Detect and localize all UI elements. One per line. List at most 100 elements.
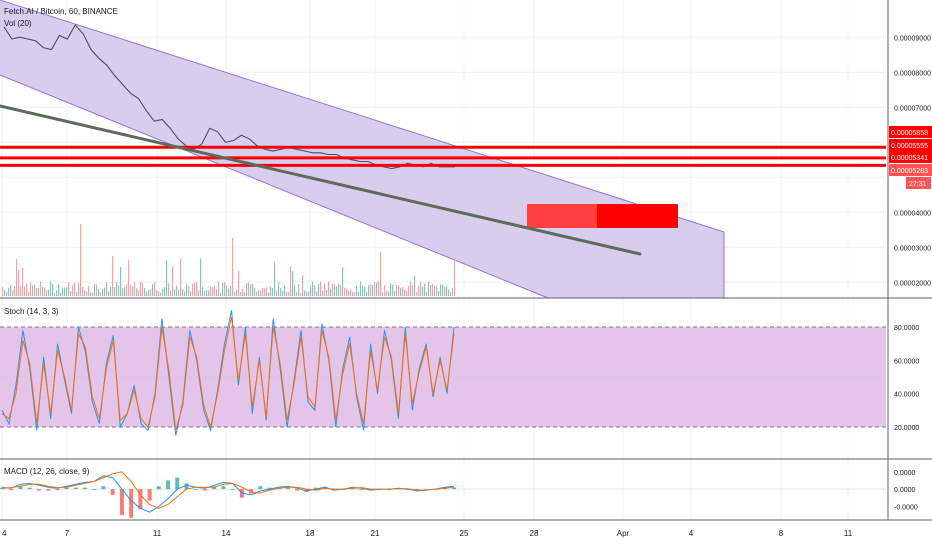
volume-bar bbox=[76, 292, 78, 296]
volume-bar bbox=[214, 285, 216, 296]
volume-bar bbox=[262, 287, 264, 296]
macd-histogram-bar bbox=[27, 487, 32, 490]
macd-histogram-bar bbox=[387, 489, 392, 491]
volume-bar bbox=[16, 259, 18, 296]
volume-bar bbox=[108, 291, 110, 296]
macd-histogram-bar bbox=[249, 489, 254, 494]
volume-bar bbox=[114, 287, 116, 296]
price-tick-label: 0.00004000 bbox=[894, 210, 931, 217]
target-zone[interactable] bbox=[527, 204, 678, 228]
volume-bar bbox=[344, 287, 346, 296]
volume-bar bbox=[158, 291, 160, 296]
volume-bar bbox=[172, 266, 174, 296]
volume-bar bbox=[264, 288, 266, 296]
volume-bar bbox=[106, 282, 108, 296]
macd-histogram-bar bbox=[36, 489, 41, 491]
macd-histogram-bar bbox=[230, 489, 235, 491]
volume-bar bbox=[2, 287, 4, 296]
macd-histogram-bar bbox=[147, 489, 152, 501]
volume-bar bbox=[4, 290, 6, 296]
time-tick-label: 21 bbox=[371, 529, 380, 538]
volume-bar bbox=[338, 283, 340, 296]
volume-bar bbox=[408, 285, 410, 296]
volume-bar bbox=[88, 285, 90, 296]
macd-histogram-bar bbox=[202, 489, 207, 491]
countdown-label: 27:31 bbox=[909, 181, 927, 188]
volume-bar bbox=[380, 251, 382, 296]
volume-bar bbox=[370, 284, 372, 296]
volume-bar bbox=[376, 282, 378, 296]
volume-bar bbox=[426, 291, 428, 296]
volume-bar bbox=[86, 291, 88, 296]
volume-bar bbox=[304, 290, 306, 296]
volume-bar bbox=[368, 285, 370, 296]
stoch-pane bbox=[0, 310, 886, 436]
volume-bar bbox=[12, 290, 14, 296]
time-axis[interactable]: 4 7 11 14 18 21 25 28 Apr 4 8 11 bbox=[2, 529, 853, 538]
zone-rect bbox=[527, 204, 678, 228]
macd-histogram-bar bbox=[184, 483, 189, 490]
volume-bar bbox=[146, 291, 148, 296]
volume-bar bbox=[216, 289, 218, 296]
horizontal-lines[interactable] bbox=[0, 145, 886, 167]
volume-bar bbox=[404, 289, 406, 296]
volume-bar bbox=[224, 282, 226, 296]
macd-histogram-bar bbox=[267, 487, 272, 490]
price-tag bbox=[889, 139, 932, 151]
price-tick-label: 0.00009000 bbox=[894, 35, 931, 42]
volume-bar bbox=[112, 255, 114, 296]
macd-histogram-bar bbox=[9, 489, 14, 491]
volume-bar bbox=[150, 289, 152, 296]
volume-bar bbox=[386, 290, 388, 296]
volume-bar bbox=[70, 291, 72, 296]
volume-bar bbox=[194, 282, 196, 296]
time-tick-label: 18 bbox=[306, 529, 315, 538]
volume-bar bbox=[68, 282, 70, 296]
volume-bar bbox=[284, 285, 286, 296]
volume-bar bbox=[442, 284, 444, 296]
volume-bar bbox=[324, 283, 326, 296]
volume-bar bbox=[190, 291, 192, 296]
volume-bar bbox=[348, 291, 350, 296]
macd-histogram-bar bbox=[175, 477, 180, 490]
volume-bar bbox=[422, 286, 424, 296]
trend-line[interactable] bbox=[0, 104, 642, 256]
volume-bar bbox=[452, 288, 454, 296]
price-axis[interactable]: 0.00009000 0.00008000 0.00007000 0.00004000… bbox=[889, 35, 932, 511]
volume-bar bbox=[342, 267, 344, 296]
volume-bar bbox=[80, 224, 82, 296]
volume-bar bbox=[100, 292, 102, 296]
volume-bar bbox=[280, 288, 282, 296]
macd-histogram-bar bbox=[92, 489, 97, 491]
volume-bar bbox=[136, 288, 138, 296]
volume-bar bbox=[396, 284, 398, 296]
time-tick-label: 4 bbox=[2, 529, 7, 538]
volume-bar bbox=[230, 285, 232, 296]
macd-histogram-bar bbox=[378, 489, 383, 491]
volume-bar bbox=[402, 286, 404, 296]
volume-bar bbox=[312, 281, 314, 296]
volume-bar bbox=[46, 290, 48, 296]
volume-bar bbox=[238, 270, 240, 296]
volume-bar bbox=[180, 258, 182, 296]
volume-bar bbox=[48, 289, 50, 296]
time-tick-label: 14 bbox=[222, 529, 231, 538]
macd-histogram-bar bbox=[452, 487, 456, 490]
price-tag-label: 0.00005283 bbox=[891, 168, 928, 175]
volume-bar bbox=[412, 285, 414, 296]
time-tick-label: 25 bbox=[460, 529, 469, 538]
volume-bar bbox=[222, 282, 224, 296]
volume-bar bbox=[290, 266, 292, 296]
volume-bar bbox=[278, 282, 280, 296]
volume-bar bbox=[394, 291, 396, 296]
volume-bar bbox=[170, 290, 172, 296]
macd-histogram-bar bbox=[73, 487, 78, 490]
volume-bar bbox=[400, 287, 402, 296]
volume-bar bbox=[256, 291, 258, 296]
volume-bar bbox=[204, 291, 206, 296]
volume-bar bbox=[314, 285, 316, 296]
volume-bar bbox=[378, 281, 380, 296]
volume-bar bbox=[20, 286, 22, 296]
volume-bar bbox=[148, 289, 150, 296]
